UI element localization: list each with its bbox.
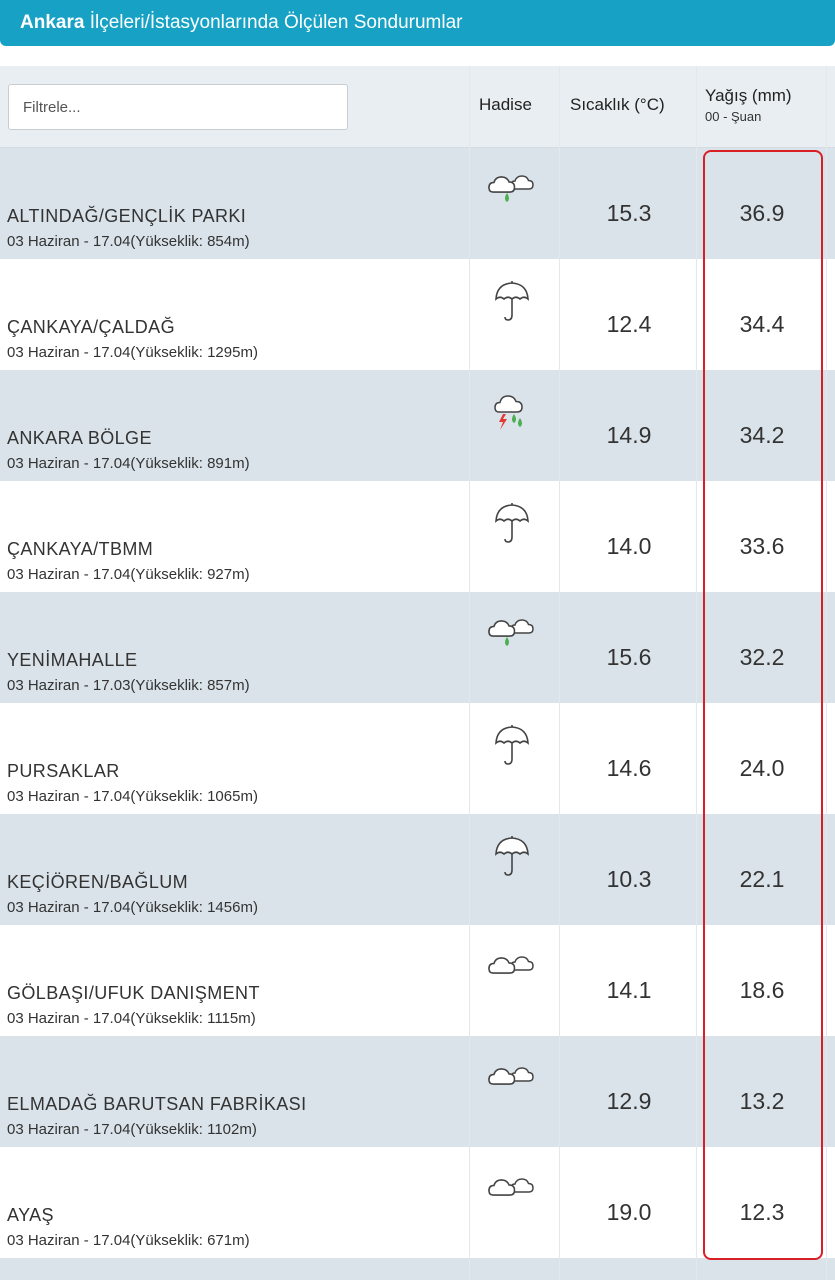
temperature-value: 15.6 bbox=[606, 644, 652, 670]
station-meta: 03 Haziran - 17.04(Yükseklik: 854m) bbox=[7, 233, 250, 250]
station-name[interactable]: YENİMAHALLE bbox=[7, 650, 138, 670]
cloud-light-rain-icon bbox=[485, 166, 547, 214]
thunderstorm-rain-icon bbox=[485, 388, 547, 436]
cloudy-icon bbox=[485, 1054, 547, 1102]
station-name[interactable]: PURSAKLAR bbox=[7, 761, 120, 781]
temperature-value: 14.6 bbox=[606, 755, 652, 781]
cloudy-icon bbox=[485, 1165, 547, 1213]
table-row: ÇANKAYA/TBMM 03 Haziran - 17.04(Yükseklik… bbox=[0, 481, 835, 592]
column-header-hadise[interactable]: Hadise bbox=[479, 95, 532, 114]
filter-input[interactable] bbox=[8, 84, 348, 130]
table-body: ALTINDAĞ/GENÇLİK PARKI 03 Haziran - 17.04… bbox=[0, 148, 835, 1258]
cloudy-icon bbox=[485, 943, 547, 991]
station-name[interactable]: ANKARA BÖLGE bbox=[7, 428, 152, 448]
station-meta: 03 Haziran - 17.04(Yükseklik: 1102m) bbox=[7, 1121, 257, 1138]
precipitation-value: 12.3 bbox=[739, 1199, 785, 1225]
station-meta: 03 Haziran - 17.04(Yükseklik: 671m) bbox=[7, 1232, 250, 1249]
table-row: GÖLBAŞI/UFUK DANIŞMENT 03 Haziran - 17.04… bbox=[0, 925, 835, 1036]
station-name[interactable]: ELMADAĞ BARUTSAN FABRİKASI bbox=[7, 1094, 307, 1114]
station-meta: 03 Haziran - 17.04(Yükseklik: 1115m) bbox=[7, 1010, 256, 1027]
umbrella-icon bbox=[485, 499, 547, 547]
table-row: ELMADAĞ BARUTSAN FABRİKASI 03 Haziran - 1… bbox=[0, 1036, 835, 1147]
precipitation-value: 24.0 bbox=[739, 755, 785, 781]
station-meta: 03 Haziran - 17.04(Yükseklik: 891m) bbox=[7, 455, 250, 472]
temperature-value: 12.4 bbox=[606, 311, 652, 337]
table-row: ALTINDAĞ/GENÇLİK PARKI 03 Haziran - 17.04… bbox=[0, 148, 835, 259]
table-row: YENİMAHALLE 03 Haziran - 17.03(Yükseklik:… bbox=[0, 592, 835, 703]
station-meta: 03 Haziran - 17.04(Yükseklik: 1295m) bbox=[7, 344, 258, 361]
table-row: KEÇİÖREN/BAĞLUM 03 Haziran - 17.04(Yüksek… bbox=[0, 814, 835, 925]
precipitation-value: 34.2 bbox=[739, 422, 785, 448]
umbrella-icon bbox=[485, 277, 547, 325]
temperature-value: 14.0 bbox=[606, 533, 652, 559]
station-meta: 03 Haziran - 17.04(Yükseklik: 1456m) bbox=[7, 899, 258, 916]
station-name[interactable]: ÇANKAYA/TBMM bbox=[7, 539, 154, 559]
precipitation-value: 18.6 bbox=[739, 977, 785, 1003]
umbrella-icon bbox=[485, 832, 547, 880]
precipitation-value: 33.6 bbox=[739, 533, 785, 559]
station-name[interactable]: ÇANKAYA/ÇALDAĞ bbox=[7, 317, 175, 337]
table-row: ANKARA BÖLGE 03 Haziran - 17.04(Yükseklik… bbox=[0, 370, 835, 481]
table-header: Hadise Sıcaklık (°C) Yağış (mm) 00 - Şua… bbox=[0, 66, 835, 148]
temperature-value: 14.1 bbox=[606, 977, 652, 1003]
table-row: ÇANKAYA/ÇALDAĞ 03 Haziran - 17.04(Yüksekl… bbox=[0, 259, 835, 370]
table-row: AYAŞ 03 Haziran - 17.04(Yükseklik: 671m) 1… bbox=[0, 1147, 835, 1258]
station-meta: 03 Haziran - 17.03(Yükseklik: 857m) bbox=[7, 677, 250, 694]
station-name[interactable]: GÖLBAŞI/UFUK DANIŞMENT bbox=[7, 983, 260, 1003]
table-row: PURSAKLAR 03 Haziran - 17.04(Yükseklik: 1… bbox=[0, 703, 835, 814]
precipitation-value: 34.4 bbox=[739, 311, 785, 337]
page-title: Ankara İlçeleri/İstasyonlarında Ölçülen … bbox=[20, 12, 463, 34]
column-header-temperature[interactable]: Sıcaklık (°C) bbox=[570, 95, 665, 114]
cloud-light-rain-icon bbox=[485, 610, 547, 658]
station-name[interactable]: AYAŞ bbox=[7, 1205, 54, 1225]
precipitation-value: 36.9 bbox=[739, 200, 785, 226]
column-header-precipitation-period: 00 - Şuan bbox=[705, 109, 762, 124]
temperature-value: 19.0 bbox=[606, 1199, 652, 1225]
temperature-value: 10.3 bbox=[606, 866, 652, 892]
table-row-partial bbox=[0, 1258, 835, 1280]
station-name[interactable]: KEÇİÖREN/BAĞLUM bbox=[7, 872, 189, 892]
observations-table: Hadise Sıcaklık (°C) Yağış (mm) 00 - Şua… bbox=[0, 66, 835, 1280]
page-title-city: Ankara bbox=[20, 12, 85, 33]
precipitation-value: 22.1 bbox=[739, 866, 785, 892]
page-title-bar: Ankara İlçeleri/İstasyonlarında Ölçülen … bbox=[0, 0, 835, 46]
umbrella-icon bbox=[485, 721, 547, 769]
temperature-value: 14.9 bbox=[606, 422, 652, 448]
precipitation-value: 32.2 bbox=[739, 644, 785, 670]
station-meta: 03 Haziran - 17.04(Yükseklik: 927m) bbox=[7, 566, 250, 583]
page-title-rest: İlçeleri/İstasyonlarında Ölçülen Sonduru… bbox=[84, 12, 463, 33]
precipitation-value: 13.2 bbox=[739, 1088, 785, 1114]
temperature-value: 15.3 bbox=[606, 200, 652, 226]
temperature-value: 12.9 bbox=[606, 1088, 652, 1114]
station-name[interactable]: ALTINDAĞ/GENÇLİK PARKI bbox=[7, 206, 247, 226]
column-header-precipitation[interactable]: Yağış (mm) bbox=[705, 86, 792, 105]
station-meta: 03 Haziran - 17.04(Yükseklik: 1065m) bbox=[7, 788, 258, 805]
